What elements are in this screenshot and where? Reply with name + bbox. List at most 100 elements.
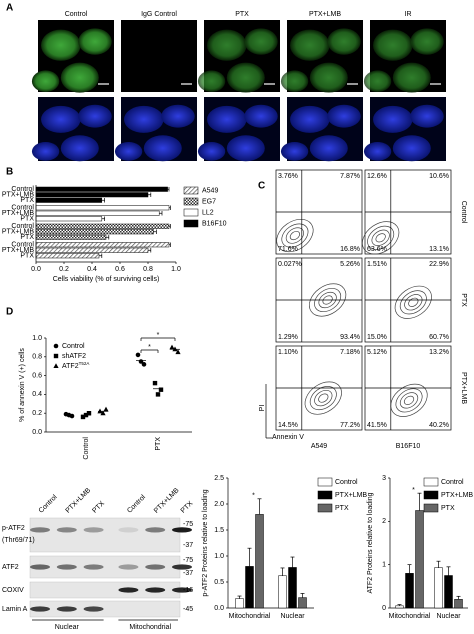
point <box>138 359 144 364</box>
band <box>30 527 50 533</box>
y-axis-label: p-ATF2 Proteins relative to loading <box>202 489 209 596</box>
legend-label: Control <box>62 343 85 350</box>
kda-marker: -37 <box>183 570 193 577</box>
bar <box>245 566 254 609</box>
quadrant-value: 60.7% <box>429 334 449 341</box>
band <box>172 527 192 533</box>
panel-letter: A <box>6 3 13 14</box>
bar <box>35 216 103 222</box>
y-tick-label: 1 <box>382 562 386 569</box>
point <box>135 352 141 358</box>
x-tick-label: 0.2 <box>59 266 69 273</box>
contour <box>399 290 427 315</box>
y-tick-label: 0.2 <box>32 410 42 417</box>
annotation: * <box>412 487 415 494</box>
quadrant-value: 7.18% <box>340 349 360 356</box>
bar <box>35 205 170 211</box>
quadrant-value: 12.6% <box>367 173 387 180</box>
point <box>152 380 158 386</box>
quadrant-value: 14.5% <box>278 422 298 429</box>
quadrant-value: 5.26% <box>340 261 360 268</box>
y-tick-label: 0.8 <box>32 354 42 361</box>
bar <box>35 253 100 259</box>
quadrant-value: 0.027% <box>278 261 302 268</box>
point <box>169 344 175 350</box>
band <box>56 527 77 533</box>
x-tick-label: Nuclear <box>280 613 305 620</box>
nucleus <box>410 28 444 55</box>
bar <box>35 186 168 192</box>
band <box>83 606 104 612</box>
bar <box>35 197 103 203</box>
band <box>83 527 104 533</box>
legend-label: PTX+LMB <box>441 492 473 499</box>
nucleus <box>114 142 143 161</box>
legend-swatch <box>423 477 439 487</box>
bar <box>255 514 264 609</box>
y-tick-label: 1.0 <box>214 553 224 560</box>
bar <box>434 567 443 609</box>
contour <box>314 287 342 313</box>
quadrant-value: 3.76% <box>278 173 298 180</box>
band <box>83 564 104 570</box>
band <box>145 587 166 593</box>
legend-label: LL2 <box>202 209 214 216</box>
nucleus <box>373 105 413 133</box>
quadrant-value: 63.6% <box>367 246 387 253</box>
bar <box>444 575 453 609</box>
nucleus <box>327 104 361 128</box>
nucleus <box>197 142 226 161</box>
nucleus <box>161 104 195 128</box>
band <box>56 606 77 612</box>
row-label: p-ATF2 <box>2 525 25 532</box>
nucleus <box>31 142 60 161</box>
quadrant-value: 5.12% <box>367 349 387 356</box>
bar <box>405 573 414 609</box>
legend-swatch <box>423 503 439 513</box>
nucleus <box>31 70 60 92</box>
blot-strip <box>29 517 181 553</box>
lane-label: PTX <box>91 500 106 515</box>
x-tick-label: 0.4 <box>87 266 97 273</box>
category-label: Control <box>11 223 34 230</box>
contour <box>281 223 309 248</box>
legend-superscript: T52A <box>79 361 90 366</box>
quadrant-value: 15.0% <box>367 334 387 341</box>
category-label: Control <box>11 242 34 249</box>
band <box>172 587 192 593</box>
contour <box>309 283 347 317</box>
nucleus <box>309 62 348 93</box>
y-tick-label: 0.0 <box>214 605 224 612</box>
nucleus <box>363 70 392 92</box>
quadrant-value: 7.87% <box>340 173 360 180</box>
bar <box>35 234 107 240</box>
bar <box>298 597 307 609</box>
contour <box>318 393 329 403</box>
legend-text: ATF2 <box>62 363 79 370</box>
nucleus <box>290 29 330 61</box>
bar <box>35 192 149 198</box>
legend-swatch <box>183 208 199 217</box>
x-tick-label: Nuclear <box>436 613 461 620</box>
bar <box>288 567 297 609</box>
lane-label: PTX+LMB <box>153 487 181 515</box>
point <box>80 414 86 420</box>
legend-marker <box>53 353 59 359</box>
quadrant-value: 71.6% <box>278 246 298 253</box>
nucleus <box>280 142 309 161</box>
quadrant-value: 41.5% <box>367 422 387 429</box>
contour <box>318 291 337 309</box>
band <box>30 564 50 570</box>
quadrant-value: 22.9% <box>429 261 449 268</box>
legend-swatch <box>317 503 333 513</box>
kda-marker: -45 <box>183 606 193 613</box>
category-label: PTX <box>20 197 34 204</box>
bar <box>395 605 404 609</box>
bar <box>278 575 287 609</box>
column-label: IgG Control <box>141 11 177 18</box>
band <box>118 587 139 593</box>
nucleus <box>244 28 278 55</box>
nucleus <box>78 104 112 128</box>
contour <box>276 218 314 253</box>
